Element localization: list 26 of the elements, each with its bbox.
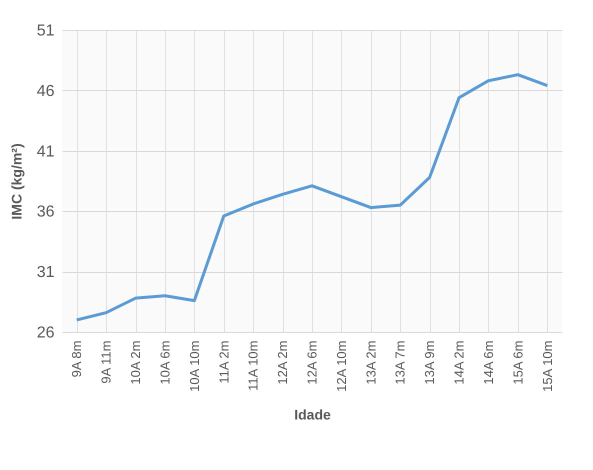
x-tick-label: 15A 6m [510, 340, 526, 385]
y-tick-label: 41 [36, 143, 55, 160]
y-tick-label: 26 [36, 324, 55, 342]
x-tick-label: 11A 2m [216, 340, 232, 384]
x-tick-label: 11A 10m [246, 340, 261, 391]
line-series [75, 73, 549, 322]
x-tick-label: 10A 2m [128, 340, 144, 385]
x-tick-label: 9A 8m [69, 340, 84, 378]
y-tick-label: 31 [36, 264, 55, 282]
x-tick-label: 10A 6m [157, 340, 172, 385]
x-tick-label: 10A 10m [186, 340, 202, 392]
x-tick-label: 15A 10m [540, 340, 555, 392]
x-tick-label: 13A 7m [392, 340, 408, 385]
y-tick-label: 46 [36, 82, 55, 100]
y-tick-label: 36 [36, 204, 55, 221]
x-tick-label: 13A 2m [363, 340, 378, 385]
x-tick-label: 14A 6m [480, 340, 496, 385]
x-tick-label: 12A 10m [334, 340, 349, 392]
x-tick-label: 14A 2m [452, 340, 467, 385]
x-tick-label: 12A 2m [275, 340, 290, 385]
y-tick-label: 51 [36, 22, 55, 40]
x-tick-label: 9A 11m [98, 340, 114, 384]
x-tick-label: 13A 9m [422, 340, 438, 385]
y-axis-title: IMC (kg/m²) [8, 143, 25, 220]
x-axis-title: Idade [294, 406, 331, 423]
x-tick-label: 12A 6m [304, 340, 320, 385]
